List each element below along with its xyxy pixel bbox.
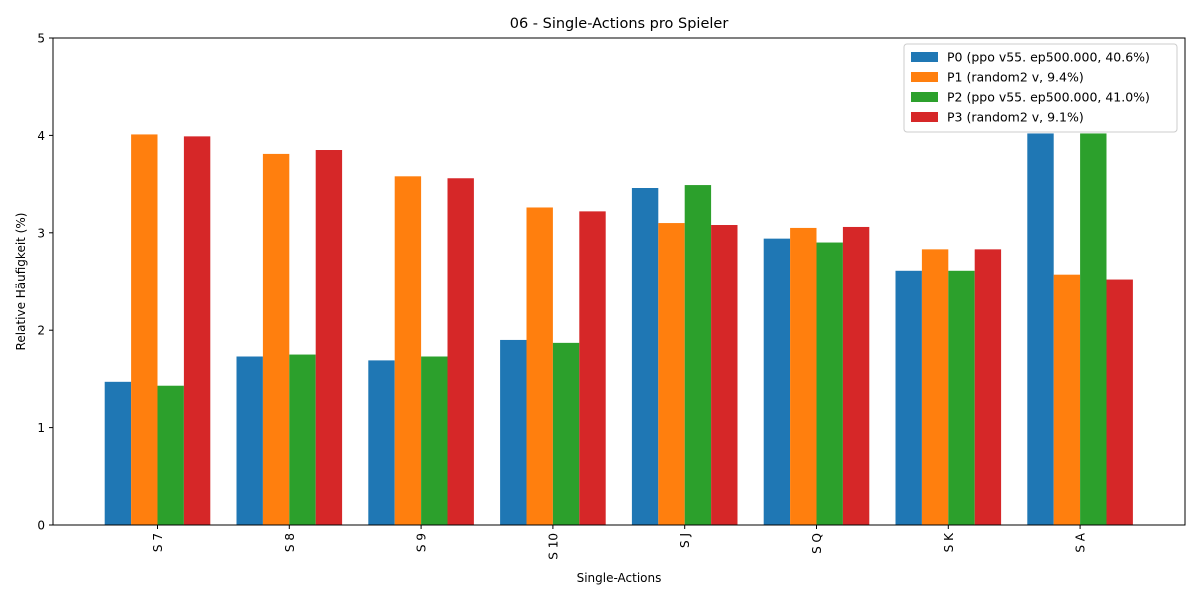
bar-s8-p3 (315, 150, 343, 525)
bar-sq-p3 (842, 226, 870, 525)
legend-swatch-p3 (911, 112, 938, 122)
bar-sk-p1 (921, 249, 949, 526)
x-axis-label: Single-Actions (577, 571, 662, 585)
y-tick-label: 3 (37, 226, 45, 240)
bar-s8-p1 (262, 153, 290, 525)
legend-label-p1: P1 (random2 v, 9.4%) (947, 70, 1084, 85)
legend-box (903, 43, 1178, 133)
y-tick-label: 4 (37, 129, 45, 143)
bar-sj-p1 (658, 223, 685, 525)
legend-label-p2: P2 (ppo v55. ep500.000, 41.0%) (947, 90, 1150, 105)
x-tick-label: S 8 (283, 533, 297, 552)
bar-s7-p0 (104, 381, 132, 525)
bar-s10-p1 (526, 207, 553, 526)
bar-s10-p0 (500, 339, 527, 525)
bar-sj-p0 (631, 188, 659, 525)
bar-sj-p3 (711, 225, 738, 525)
x-tick-label: S A (1074, 532, 1088, 552)
y-axis-ticks: 0 1 2 3 4 5 (37, 32, 53, 533)
chart-title: 06 - Single-Actions pro Spieler (510, 16, 729, 32)
bar-sa-p1 (1053, 274, 1081, 525)
legend-label-p3: P3 (random2 v, 9.1%) (947, 110, 1084, 125)
legend-swatch-p1 (911, 72, 938, 82)
bar-sq-p2 (816, 242, 843, 526)
bar-sq-p1 (790, 227, 817, 525)
bar-s7-p3 (183, 136, 211, 525)
y-tick-label: 5 (37, 32, 45, 46)
legend-swatch-p2 (911, 92, 938, 102)
bar-s10-p2 (552, 342, 580, 525)
plot-frame (52, 37, 1186, 526)
bar-sa-p2 (1080, 133, 1107, 525)
bar-s8-p2 (289, 354, 316, 525)
x-tick-label: S Q (810, 533, 824, 554)
y-tick-label: 1 (37, 421, 45, 435)
bar-s9-p1 (394, 176, 422, 525)
legend: P0 (ppo v55. ep500.000, 40.6%) P1 (random… (903, 43, 1178, 133)
bar-s9-p0 (368, 360, 395, 525)
legend-label-p0: P0 (ppo v55. ep500.000, 40.6%) (947, 50, 1150, 65)
bar-s7-p2 (157, 385, 184, 525)
x-tick-label: S J (678, 533, 692, 548)
bars (104, 133, 1133, 526)
legend-swatch-p0 (911, 52, 938, 62)
y-axis-label: Relative Häufigkeit (%) (14, 213, 28, 351)
x-tick-label: S 10 (546, 533, 560, 560)
bar-sq-p0 (763, 238, 791, 525)
x-tick-label: S 9 (415, 533, 429, 552)
bar-s9-p2 (421, 356, 448, 525)
bar-sa-p3 (1106, 279, 1133, 525)
bar-s7-p1 (131, 134, 158, 525)
bar-s9-p3 (447, 178, 474, 525)
y-tick-label: 0 (37, 519, 45, 533)
x-axis-ticks: S 7 S 8 S 9 S 10 S J S Q S K S A (151, 525, 1088, 560)
bar-sk-p2 (948, 270, 975, 525)
bar-sk-p3 (974, 249, 1002, 526)
x-tick-label: S K (942, 532, 956, 552)
bar-sk-p0 (895, 270, 922, 525)
bar-s8-p0 (236, 356, 263, 525)
bar-sa-p0 (1027, 133, 1054, 525)
x-tick-label: S 7 (151, 533, 165, 552)
bar-s10-p3 (579, 211, 606, 525)
y-tick-label: 2 (37, 324, 45, 338)
bar-sj-p2 (684, 185, 712, 525)
